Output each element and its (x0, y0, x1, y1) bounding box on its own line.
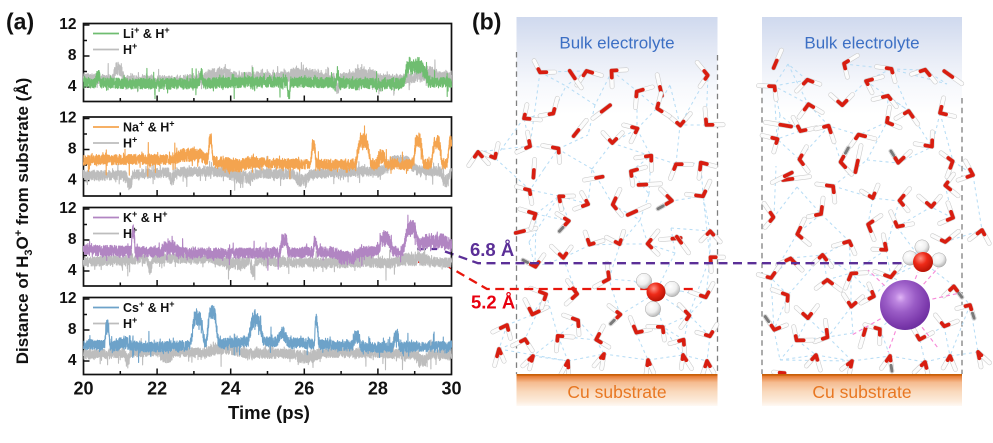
svg-text:Cu substrate: Cu substrate (812, 382, 911, 402)
svg-text:12: 12 (59, 290, 76, 307)
svg-text:12: 12 (59, 109, 76, 126)
svg-text:12: 12 (59, 16, 76, 33)
svg-text:4: 4 (68, 171, 77, 188)
svg-text:5.2 Å: 5.2 Å (471, 292, 515, 313)
svg-text:(a): (a) (6, 9, 34, 35)
svg-text:4: 4 (68, 262, 77, 279)
svg-text:Distance of H3O+ from substrat: Distance of H3O+ from substrate (Å) (13, 78, 35, 365)
svg-text:H+​: H+​ (123, 135, 137, 151)
svg-text:Na+​ & H+​: Na+​ & H+​ (123, 119, 175, 135)
svg-text:Cs+​ & H+​: Cs+​ & H+​ (123, 299, 175, 315)
svg-text:Bulk electrolyte: Bulk electrolyte (559, 34, 674, 53)
svg-text:8: 8 (68, 140, 77, 157)
svg-text:H+​: H+​ (123, 41, 137, 57)
svg-text:8: 8 (68, 321, 77, 338)
svg-text:K+​ & H+​: K+​ & H+​ (123, 209, 168, 225)
svg-text:28: 28 (368, 379, 388, 399)
svg-text:H+​: H+​ (123, 315, 137, 331)
svg-text:8: 8 (68, 231, 77, 248)
svg-text:4: 4 (68, 352, 77, 369)
svg-text:Li+​ & H+​: Li+​ & H+​ (123, 25, 170, 41)
svg-text:26: 26 (294, 379, 314, 399)
svg-text:(b): (b) (472, 9, 501, 35)
svg-text:20: 20 (73, 379, 93, 399)
svg-text:6.8 Å: 6.8 Å (470, 239, 514, 260)
svg-text:24: 24 (221, 379, 241, 399)
svg-text:30: 30 (441, 379, 461, 399)
svg-text:8: 8 (68, 47, 77, 64)
svg-text:22: 22 (147, 379, 167, 399)
svg-text:Cu substrate: Cu substrate (567, 382, 666, 402)
svg-text:4: 4 (68, 78, 77, 95)
svg-text:Time (ps): Time (ps) (228, 402, 310, 423)
svg-text:12: 12 (59, 200, 76, 217)
svg-text:Bulk electrolyte: Bulk electrolyte (804, 34, 919, 53)
